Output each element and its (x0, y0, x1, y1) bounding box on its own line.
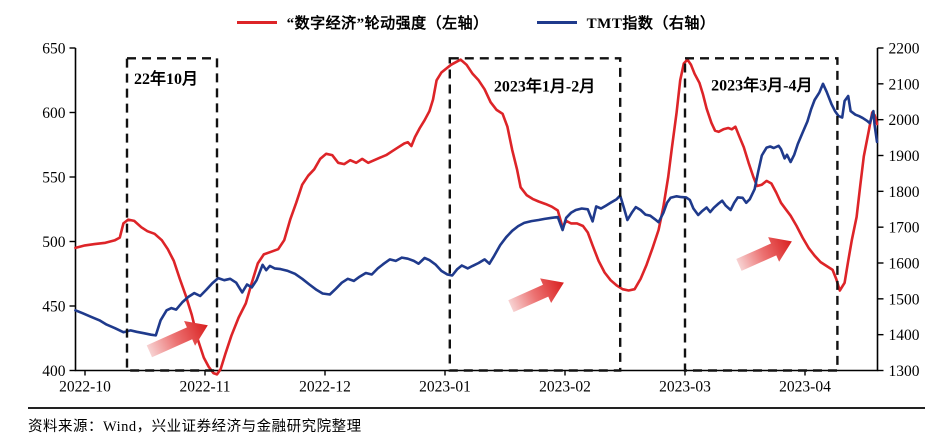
right-axis-tick-label: 1500 (889, 291, 920, 308)
left-axis-tick-label: 600 (42, 105, 66, 122)
trend-arrow-shape (146, 321, 208, 358)
legend-label-digital-economy: “数字经济”轮动强度（左轴） (286, 16, 489, 32)
x-axis-tick-label: 2023-02 (539, 379, 591, 396)
trend-arrow (736, 237, 792, 271)
trend-arrow (508, 278, 564, 313)
source-note-bar: 资料来源：Wind，兴业证券经济与金融研究院整理 (28, 407, 925, 436)
highlight-box (125, 57, 219, 372)
right-axis-tick-label: 1300 (889, 363, 920, 380)
legend-item-digital-economy: “数字经济”轮动强度（左轴） (236, 12, 489, 33)
left-axis-tick-label: 500 (42, 234, 66, 251)
chart-legend: “数字经济”轮动强度（左轴） TMT指数（右轴） (0, 12, 952, 33)
red-line-swatch (236, 21, 277, 24)
right-axis-tick-label: 1400 (889, 327, 920, 344)
trend-arrow-shape (736, 237, 792, 271)
legend-item-tmt-index: TMT指数（右轴） (536, 12, 716, 33)
x-axis-tick-label: 2023-01 (419, 379, 471, 396)
tmt-index-line (74, 82, 879, 337)
left-axis-tick-label: 400 (42, 363, 66, 380)
highlight-box-label: 22年10月 (134, 69, 198, 88)
highlight-box-label: 2023年3月-4月 (711, 75, 812, 94)
left-axis-tick-label: 650 (42, 41, 66, 58)
right-axis-tick-label: 1700 (889, 220, 920, 237)
source-note: 资料来源：Wind，兴业证券经济与金融研究院整理 (28, 419, 362, 435)
legend-label-tmt-index: TMT指数（右轴） (586, 16, 716, 32)
x-axis-tick-label: 2022-12 (299, 379, 351, 396)
right-axis-tick-label: 1600 (889, 256, 920, 273)
blue-line-swatch (536, 21, 577, 24)
trend-arrow-shape (508, 278, 564, 313)
right-axis-tick-label: 2200 (889, 41, 920, 58)
highlight-box-label: 2023年1月-2月 (494, 77, 595, 96)
right-axis-tick-label: 2000 (889, 112, 920, 129)
left-axis-tick-label: 450 (42, 299, 66, 316)
x-axis-tick-label: 2022-10 (59, 379, 111, 396)
x-axis-tick-label: 2023-04 (779, 379, 831, 396)
highlight-box (683, 57, 839, 372)
axis-frame (74, 48, 879, 372)
right-axis-tick-label: 1900 (889, 148, 920, 165)
x-axis-tick-label: 2023-03 (659, 379, 711, 396)
dual-axis-line-chart: 400 450 500 550 600 650 1300 1400 1500 1600 1700 18… (42, 41, 920, 396)
right-axis-tick-label: 2100 (889, 76, 920, 93)
digital-economy-line (74, 58, 879, 376)
right-axis-tick-label: 1800 (889, 184, 920, 201)
x-axis-tick-label: 2022-11 (179, 379, 230, 396)
trend-arrow (146, 321, 208, 358)
left-axis-tick-label: 550 (42, 170, 66, 187)
